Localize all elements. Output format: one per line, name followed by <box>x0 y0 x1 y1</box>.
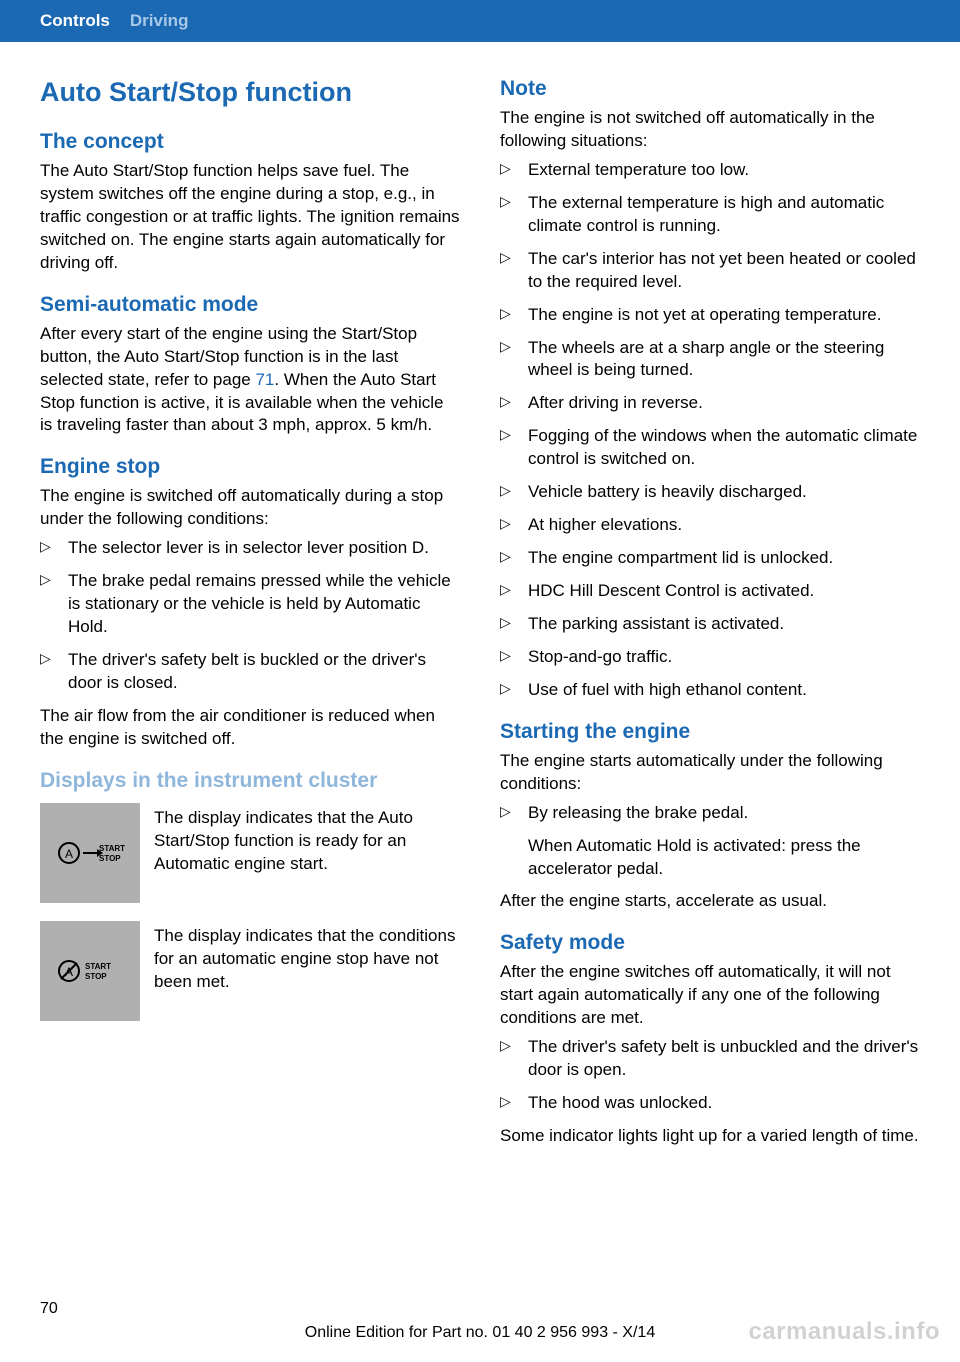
page-link-71[interactable]: 71 <box>255 370 274 389</box>
page-footer: 70 Online Edition for Part no. 01 40 2 9… <box>0 1300 960 1342</box>
list-engine-stop: The selector lever is in selector lever … <box>40 537 460 695</box>
list-item: The external temperature is high and aut… <box>500 192 920 238</box>
list-note: External temperature too low. The extern… <box>500 159 920 702</box>
para-safety: After the engine switches off automatica… <box>500 961 920 1030</box>
display-text-2: The display indicates that the condition… <box>154 921 460 1021</box>
svg-text:START: START <box>99 844 125 853</box>
svg-text:STOP: STOP <box>99 854 121 863</box>
right-column: Note The engine is not switched off auto… <box>500 77 920 1154</box>
heading-starting: Starting the engine <box>500 720 920 744</box>
page-number: 70 <box>40 1300 920 1318</box>
para-start-after: After the engine starts, accelerate as u… <box>500 890 920 913</box>
list-item: The selector lever is in selector lever … <box>40 537 460 560</box>
list-item: The driver's safety belt is buckled or t… <box>40 649 460 695</box>
list-item: Fogging of the windows when the automati… <box>500 425 920 471</box>
para-stop-after: The air flow from the air conditioner is… <box>40 705 460 751</box>
heading-semi-auto: Semi-automatic mode <box>40 293 460 317</box>
list-item: Use of fuel with high ethanol content. <box>500 679 920 702</box>
list-item: Stop-and-go traffic. <box>500 646 920 669</box>
list-item: The car's interior has not yet been heat… <box>500 248 920 294</box>
list-item: Vehicle battery is heavily discharged. <box>500 481 920 504</box>
para-note: The engine is not switched off automatic… <box>500 107 920 153</box>
heading-concept: The concept <box>40 130 460 154</box>
list-item: The hood was unlocked. <box>500 1092 920 1115</box>
footer-text: Online Edition for Part no. 01 40 2 956 … <box>305 1324 655 1341</box>
list-item: The brake pedal remains pressed while th… <box>40 570 460 639</box>
svg-text:A: A <box>65 847 73 861</box>
footer-line: Online Edition for Part no. 01 40 2 956 … <box>40 1324 920 1342</box>
startstop-ready-icon: A START STOP <box>40 803 140 903</box>
list-safety: The driver's safety belt is unbuckled an… <box>500 1036 920 1115</box>
list-item: At higher elevations. <box>500 514 920 537</box>
heading-note: Note <box>500 77 920 101</box>
list-item: After driving in reverse. <box>500 392 920 415</box>
para-semi-auto: After every start of the engine using th… <box>40 323 460 438</box>
heading-displays: Displays in the instrument cluster <box>40 769 460 793</box>
para-starting: The engine starts automatically under th… <box>500 750 920 796</box>
list-item: The parking assistant is activated. <box>500 613 920 636</box>
heading-safety: Safety mode <box>500 931 920 955</box>
display-text-1: The display indicates that the Auto Star… <box>154 803 460 903</box>
heading-engine-stop: Engine stop <box>40 455 460 479</box>
start-sub-text: When Automatic Hold is activated: press … <box>528 835 920 881</box>
header-bar: Controls Driving <box>0 0 960 42</box>
startstop-notready-icon: A START STOP <box>40 921 140 1021</box>
list-starting: By releasing the brake pedal. When Autom… <box>500 802 920 881</box>
page-content: Auto Start/Stop function The concept The… <box>0 42 960 1154</box>
para-engine-stop: The engine is switched off automatically… <box>40 485 460 531</box>
header-tab-controls: Controls <box>40 11 110 31</box>
list-item: The engine compartment lid is unlocked. <box>500 547 920 570</box>
svg-text:START: START <box>85 962 111 971</box>
para-safety-after: Some indicator lights light up for a var… <box>500 1125 920 1148</box>
section-title: Auto Start/Stop function <box>40 77 460 108</box>
header-tab-driving: Driving <box>130 11 189 31</box>
display-row-1: A START STOP The display indicates that … <box>40 803 460 903</box>
list-item: By releasing the brake pedal. When Autom… <box>500 802 920 881</box>
start-item-text: By releasing the brake pedal. <box>528 803 748 822</box>
left-column: Auto Start/Stop function The concept The… <box>40 77 460 1154</box>
list-item: The driver's safety belt is unbuckled an… <box>500 1036 920 1082</box>
para-concept: The Auto Start/Stop function helps save … <box>40 160 460 275</box>
display-row-2: A START STOP The display indicates that … <box>40 921 460 1021</box>
list-item: The engine is not yet at operating tempe… <box>500 304 920 327</box>
list-item: The wheels are at a sharp angle or the s… <box>500 337 920 383</box>
list-item: External temperature too low. <box>500 159 920 182</box>
watermark: carmanuals.info <box>748 1318 940 1346</box>
list-item: HDC Hill Descent Control is activated. <box>500 580 920 603</box>
svg-text:STOP: STOP <box>85 972 107 981</box>
